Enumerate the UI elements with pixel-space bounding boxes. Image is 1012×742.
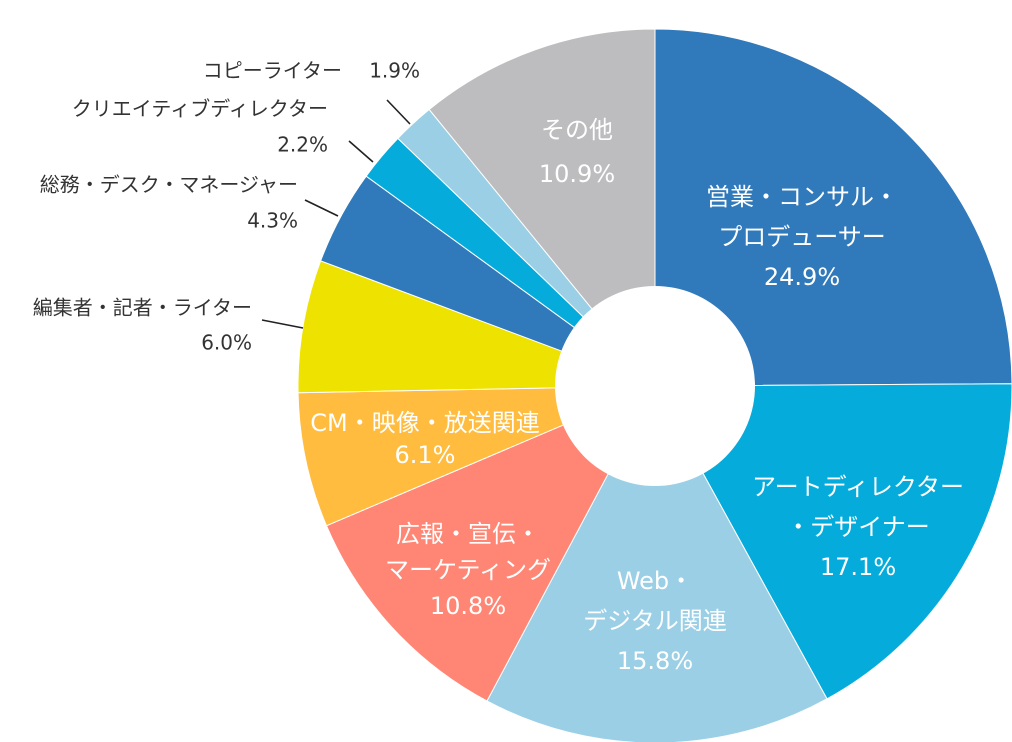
slice-value-label-3: 10.8% <box>430 592 506 620</box>
slice-label-2-0: Web・ <box>617 567 693 595</box>
slice-value-label-4: 6.1% <box>395 441 456 469</box>
slice-label-7-0: クリエイティブディレクター <box>72 97 328 121</box>
slice-0 <box>654 28 1012 387</box>
slice-value-label-5: 6.0% <box>201 331 252 355</box>
slice-label-5-0: 編集者・記者・ライター <box>33 296 252 320</box>
slice-value-label-0: 24.9% <box>764 263 840 291</box>
slice-value-label-7: 2.2% <box>277 133 328 157</box>
slice-value-label-2: 15.8% <box>617 647 693 675</box>
leader-line-8 <box>386 99 411 125</box>
slice-label-3-1: マーケティング <box>385 556 551 584</box>
slice-value-label-6: 4.3% <box>247 209 298 233</box>
leader-line-7 <box>348 140 374 163</box>
slice-value-label-9: 10.9% <box>539 160 615 188</box>
leader-line-5 <box>261 319 304 329</box>
slice-label-0-1: プロデューサー <box>718 223 886 251</box>
slice-label-1-0: アートディレクター <box>752 473 964 501</box>
slice-label-6-0: 総務・デスク・マネージャー <box>40 173 298 197</box>
leader-lines-group <box>261 99 411 329</box>
slice-9 <box>428 28 656 388</box>
slice-1 <box>654 383 1012 700</box>
slice-value-label-1: 17.1% <box>820 553 896 581</box>
slice-label-3-0: 広報・宣伝・ <box>396 520 540 548</box>
labels-group: 営業・コンサル・プロデューサー 24.9% アートディレクター・デザイナー 17.1%… <box>33 59 964 676</box>
slice-label-1-1: ・デザイナー <box>786 513 930 541</box>
leader-line-6 <box>304 199 339 217</box>
slice-value-label-8: 1.9% <box>369 59 420 83</box>
donut-hole <box>555 286 755 486</box>
slice-label-2-1: デジタル関連 <box>583 607 727 635</box>
slice-2 <box>486 384 828 742</box>
slice-label-9-0: その他 <box>541 116 613 144</box>
slice-3 <box>325 384 657 702</box>
slice-label-0-0: 営業・コンサル・ <box>706 183 898 211</box>
slice-label-4-0: CM・映像・放送関連 <box>310 409 539 437</box>
slice-label-8-0: コピーライター <box>203 59 342 83</box>
